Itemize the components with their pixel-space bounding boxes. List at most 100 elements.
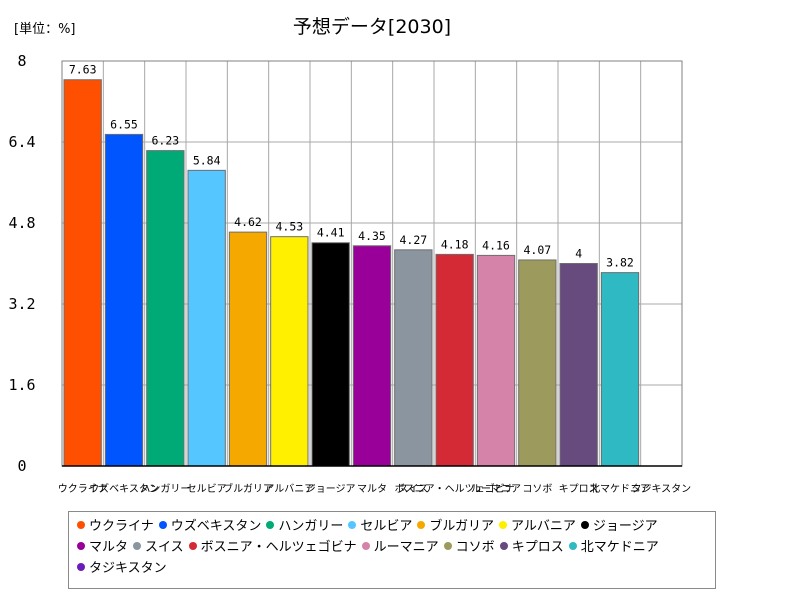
x-tick-label: キプロス — [559, 483, 599, 495]
legend-swatch — [188, 542, 197, 550]
legend-label: タジキスタン — [89, 561, 167, 576]
legend-swatch — [580, 521, 589, 529]
legend-item: ハンガリー — [266, 516, 343, 537]
data-label: 4 — [575, 247, 582, 261]
bar — [435, 253, 474, 467]
y-tick-label: 3.2 — [8, 295, 35, 313]
legend-item: アルバニア — [499, 516, 576, 537]
legend-label: ジョージア — [592, 519, 658, 534]
legend-swatch — [417, 521, 426, 529]
legend-swatch — [266, 521, 275, 529]
y-axis-ticks: 0 1.6 3.2 4.8 6.4 8 — [8, 52, 35, 475]
x-tick-label: ハンガリー — [140, 483, 190, 495]
legend-item: ウクライナ — [77, 516, 154, 537]
x-tick-label: ウズベキスタン — [89, 482, 159, 495]
y-tick-label: 6.4 — [8, 133, 35, 151]
x-axis-ticks: ウクライナウズベキスタンハンガリーセルビアブルガリアアルバニアジョージア マルタス… — [58, 482, 691, 495]
data-label: 7.63 — [69, 63, 97, 77]
bar — [104, 133, 144, 467]
y-tick-label: 1.6 — [8, 376, 35, 394]
data-label: 6.23 — [151, 134, 179, 148]
data-label: 4.62 — [234, 215, 262, 229]
data-label: 4.27 — [399, 233, 427, 247]
legend-label: アルバニア — [511, 519, 576, 534]
bar — [518, 259, 557, 467]
legend-label: 北マケドニア — [580, 540, 659, 555]
legend-swatch — [133, 542, 142, 550]
x-tick-label: タジキスタン — [631, 483, 691, 495]
bar — [270, 236, 309, 467]
x-tick-label: アルバニア — [264, 483, 314, 495]
legend-label: コソボ — [455, 540, 495, 555]
legend-swatch — [361, 542, 370, 550]
x-tick-label: 北マケドニア — [590, 483, 650, 495]
legend-item: マルタ — [77, 537, 128, 558]
x-tick-label: ジョージア — [306, 484, 356, 495]
x-tick-label: コソボ — [522, 483, 552, 495]
data-label: 4.35 — [358, 229, 386, 243]
legend-label: ルーマニア — [373, 540, 439, 555]
x-tick-label: マルタ — [357, 483, 387, 495]
y-tick-label: 4.8 — [8, 214, 35, 232]
data-labels: 7.63 6.55 6.23 5.84 4.62 4.53 4.41 4.35 4.27 4.18… — [69, 63, 634, 270]
legend-item: キプロス — [499, 537, 564, 558]
legend-label: ウクライナ — [89, 519, 154, 534]
legend-label: ウズベキスタン — [170, 519, 262, 534]
legend-item: コソボ — [443, 537, 495, 558]
bar — [63, 79, 102, 467]
bar — [187, 169, 226, 467]
bar — [146, 150, 185, 467]
legend-item: ジョージア — [580, 516, 658, 537]
x-tick-label: ルーマニア — [471, 484, 521, 495]
legend-item: ウズベキスタン — [158, 516, 262, 537]
bar — [352, 245, 392, 467]
legend-swatch — [77, 542, 85, 550]
y-tick-label: 8 — [17, 52, 26, 70]
data-label: 4.41 — [317, 226, 345, 240]
data-label: 4.18 — [441, 237, 469, 251]
gridlines — [62, 61, 682, 466]
legend-swatch — [158, 521, 167, 529]
data-label: 4.07 — [523, 243, 551, 257]
data-label: 5.84 — [193, 153, 221, 167]
legend-label: セルビア — [360, 519, 413, 534]
x-tick-label: セルビア — [187, 483, 227, 495]
bars — [63, 79, 640, 467]
bar — [394, 249, 433, 467]
legend-swatch — [348, 521, 357, 529]
legend-item: セルビア — [348, 516, 412, 537]
bar — [559, 263, 598, 467]
data-label: 6.55 — [110, 117, 138, 131]
x-tick-label: ボスニア・ヘルツェゴビナ — [395, 482, 515, 495]
legend-item: ブルガリア — [417, 516, 494, 537]
legend-label: ハンガリー — [278, 519, 344, 534]
bar — [476, 254, 516, 467]
legend-label: ブルガリア — [429, 519, 495, 534]
legend-label: キプロス — [511, 540, 564, 555]
bar — [311, 242, 350, 467]
legend-swatch — [77, 521, 85, 529]
data-label: 4.53 — [275, 220, 303, 234]
legend-item: ルーマニア — [361, 537, 439, 558]
legend-item: ボスニア・ヘルツェゴビナ — [188, 537, 357, 558]
legend-swatch — [568, 542, 577, 550]
legend: ウクライナ ウズベキスタン ハンガリー セルビア ブルガリア アルバニア ジョージアマルタ ス… — [68, 511, 716, 589]
legend-swatch — [499, 542, 508, 550]
legend-swatch — [499, 521, 508, 529]
legend-item: スイス — [133, 537, 184, 558]
legend-label: スイス — [145, 540, 184, 555]
x-tick-label: ブルガリア — [223, 482, 273, 495]
legend-label: ボスニア・ヘルツェゴビナ — [200, 540, 357, 555]
x-tick-label: スイス — [398, 484, 428, 495]
unit-label: [単位：%] — [14, 21, 76, 37]
legend-item: タジキスタン — [77, 558, 167, 579]
data-label: 4.16 — [482, 238, 510, 252]
bar — [228, 231, 268, 467]
legend-label: マルタ — [89, 540, 129, 555]
bar — [600, 272, 640, 467]
legend-swatch — [77, 563, 85, 571]
x-tick-label: ウクライナ — [58, 483, 108, 495]
legend-swatch — [443, 542, 452, 550]
